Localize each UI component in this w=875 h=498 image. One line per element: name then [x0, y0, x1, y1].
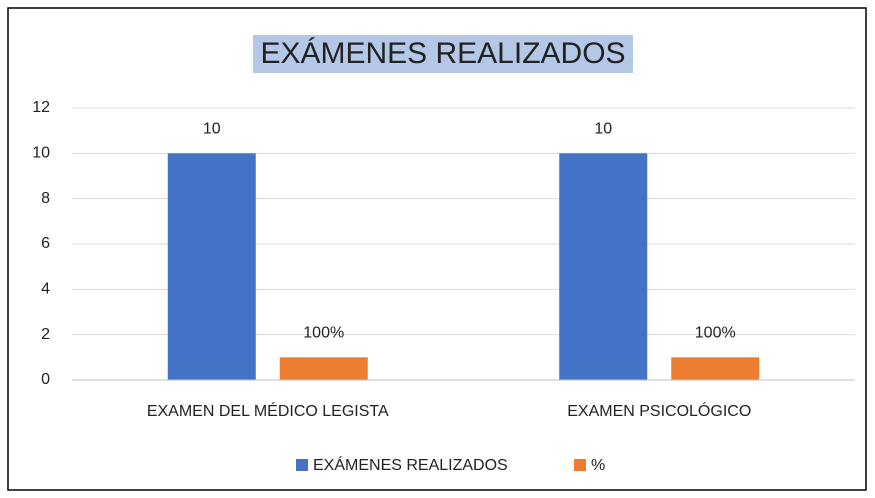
title-background: [253, 35, 633, 73]
legend-swatch: [296, 459, 308, 471]
y-tick-label: 12: [32, 99, 50, 116]
legend-swatch: [574, 459, 586, 471]
legend-label: EXÁMENES REALIZADOS: [313, 455, 508, 474]
data-label: 100%: [303, 325, 344, 342]
data-label: 10: [203, 121, 221, 138]
chart-border: [7, 7, 867, 491]
x-tick-label: EXAMEN DEL MÉDICO LEGISTA: [147, 401, 389, 420]
chart-title: EXÁMENES REALIZADOS: [260, 37, 625, 70]
x-tick-label: EXAMEN PSICOLÓGICO: [567, 401, 751, 420]
data-label: 10: [594, 121, 612, 138]
y-tick-label: 8: [41, 190, 50, 207]
bar: [559, 153, 648, 380]
bar: [279, 357, 368, 380]
bar: [671, 357, 760, 380]
bar: [167, 153, 256, 380]
y-tick-label: 0: [41, 371, 50, 388]
y-tick-label: 10: [32, 145, 50, 162]
data-label: 100%: [695, 325, 736, 342]
legend-label: %: [591, 457, 605, 474]
y-tick-label: 6: [41, 235, 50, 252]
y-tick-label: 2: [41, 326, 50, 343]
y-tick-label: 4: [41, 281, 50, 298]
